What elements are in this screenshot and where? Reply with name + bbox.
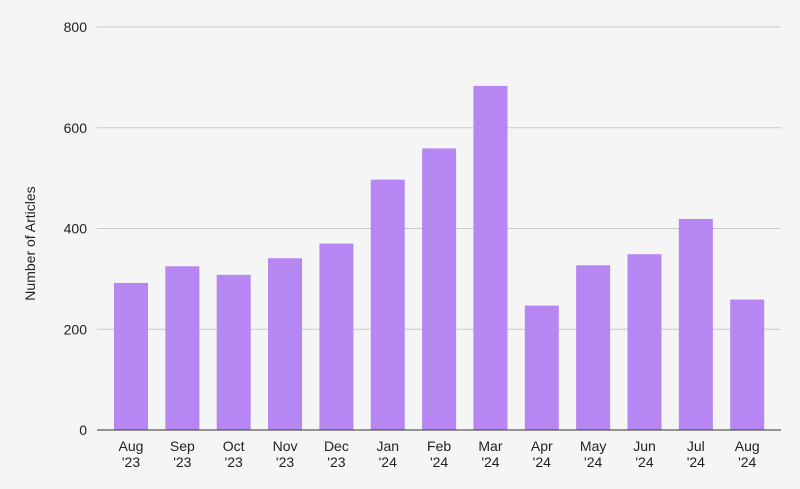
x-tick-label: Nov	[273, 438, 298, 454]
x-tick-label: Apr	[531, 438, 553, 454]
x-tick-label: '24	[687, 454, 705, 470]
x-tick-label: '24	[635, 454, 653, 470]
x-tick-label: Jul	[687, 438, 705, 454]
x-tick-label: May	[580, 438, 606, 454]
bar-Oct-23	[216, 274, 251, 430]
y-axis-title: Number of Articles	[22, 186, 38, 300]
x-tick-label: Feb	[427, 438, 451, 454]
x-tick-label: '24	[481, 454, 499, 470]
bar-Mar-24	[473, 85, 508, 430]
bar-Jan-24	[370, 179, 405, 430]
x-tick-label: '23	[173, 454, 191, 470]
x-tick-label: '23	[225, 454, 243, 470]
x-tick-label: '24	[379, 454, 397, 470]
x-tick-label: Mar	[478, 438, 502, 454]
x-tick-label: '23	[327, 454, 345, 470]
y-tick-label: 0	[79, 422, 87, 438]
bar-Jun-24	[627, 254, 662, 430]
x-tick-label: '23	[276, 454, 294, 470]
bars	[114, 85, 765, 430]
y-tick-label: 800	[64, 19, 88, 35]
x-tick-label: '24	[738, 454, 756, 470]
x-tick-label: Aug	[735, 438, 760, 454]
x-tick-label: Dec	[324, 438, 349, 454]
bar-Feb-24	[422, 148, 457, 430]
bar-Aug-23	[114, 282, 148, 430]
x-tick-label: '24	[584, 454, 602, 470]
x-tick-label: '24	[533, 454, 551, 470]
x-axis-ticks: Aug'23Sep'23Oct'23Nov'23Dec'23Jan'24Feb'…	[119, 438, 760, 470]
bar-Apr-24	[524, 305, 559, 430]
y-tick-label: 600	[64, 120, 88, 136]
x-tick-label: Aug	[119, 438, 144, 454]
x-tick-label: Sep	[170, 438, 195, 454]
x-tick-label: Oct	[223, 438, 245, 454]
y-tick-label: 400	[64, 221, 88, 237]
y-tick-label: 200	[64, 321, 88, 337]
bar-May-24	[576, 265, 611, 430]
bar-Jul-24	[678, 218, 713, 430]
bar-Sep-23	[165, 266, 200, 430]
bar-Nov-23	[268, 258, 303, 430]
x-tick-label: Jan	[376, 438, 399, 454]
bar-Dec-23	[319, 243, 354, 430]
bar-Aug-24	[730, 299, 765, 430]
x-tick-label: Jun	[633, 438, 656, 454]
y-axis-ticks: 0 200 400 600 800	[64, 19, 88, 438]
x-tick-label: '24	[430, 454, 448, 470]
x-tick-label: '23	[122, 454, 140, 470]
